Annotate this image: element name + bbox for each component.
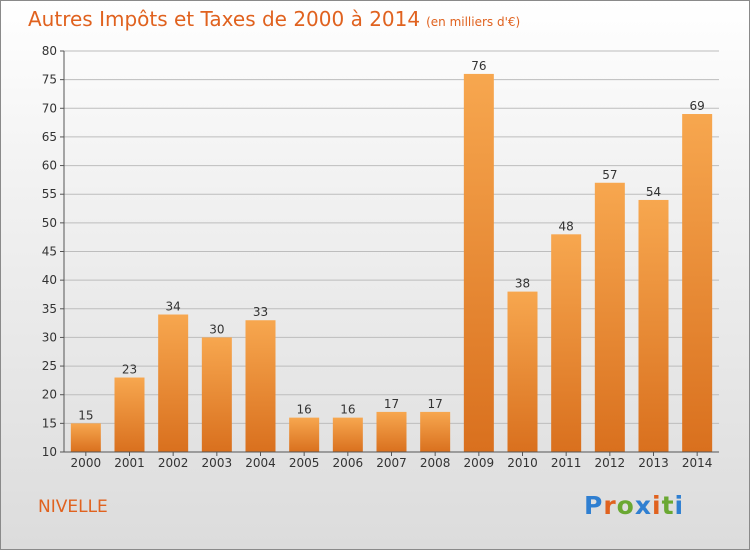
bar-2004 [245, 320, 276, 452]
bar-2014 [682, 114, 713, 452]
y-tick-label-75: 75 [42, 73, 57, 87]
bar-2003 [201, 337, 232, 452]
value-label-2003: 30 [209, 322, 224, 336]
title-text: Autres Impôts et Taxes de 2000 à 2014 [28, 7, 421, 31]
x-tick-label-2007: 2007 [376, 456, 407, 470]
value-label-2009: 76 [471, 59, 486, 73]
proxiti-logo[interactable]: Proxiti [584, 491, 684, 520]
y-tick-label-15: 15 [42, 416, 57, 430]
y-tick-label-80: 80 [42, 44, 57, 58]
bar-2010 [507, 291, 538, 452]
y-tick-label-70: 70 [42, 101, 57, 115]
bar-2011 [551, 234, 582, 452]
x-tick-label-2001: 2001 [114, 456, 145, 470]
axes [60, 50, 719, 456]
bar-2007 [376, 411, 407, 452]
value-label-2008: 17 [428, 397, 443, 411]
bar-2000 [70, 423, 101, 452]
x-tick-label-2012: 2012 [595, 456, 626, 470]
x-tick-label-2006: 2006 [333, 456, 364, 470]
x-tick-label-2005: 2005 [289, 456, 320, 470]
x-tick-label-2008: 2008 [420, 456, 451, 470]
x-tick-label-2004: 2004 [245, 456, 276, 470]
y-tick-label-50: 50 [42, 216, 57, 230]
logo-letter: o [616, 491, 635, 520]
bar-2005 [289, 417, 320, 452]
value-label-2004: 33 [253, 305, 268, 319]
x-tick-label-2014: 2014 [682, 456, 713, 470]
value-label-2013: 54 [646, 185, 661, 199]
logo-letter: i [674, 491, 685, 520]
commune-name: NIVELLE [38, 497, 108, 517]
bar-2012 [594, 182, 625, 452]
y-tick-label-40: 40 [42, 273, 57, 287]
logo-letter: P [584, 491, 604, 520]
title-unit: (en milliers d'€) [426, 15, 521, 29]
logo-letter: x [634, 491, 652, 520]
labels: 10 15 20 25 30 35 40 45 50 55 60 65 70 75 80 15 2000 23 20… [42, 44, 713, 470]
value-label-2005: 16 [297, 403, 312, 417]
bar-2001 [114, 377, 145, 452]
value-label-2011: 48 [559, 219, 574, 233]
value-label-2014: 69 [690, 99, 705, 113]
value-label-2010: 38 [515, 277, 530, 291]
y-tick-label-20: 20 [42, 388, 57, 402]
y-tick-label-60: 60 [42, 159, 57, 173]
bar-2009 [463, 73, 494, 453]
x-tick-label-2013: 2013 [638, 456, 669, 470]
value-label-2000: 15 [78, 408, 93, 422]
y-tick-label-35: 35 [42, 302, 57, 316]
chart-title: Autres Impôts et Taxes de 2000 à 2014 (en… [28, 7, 520, 31]
logo-letter: i [652, 491, 662, 520]
x-tick-label-2009: 2009 [464, 456, 495, 470]
value-label-2007: 17 [384, 397, 399, 411]
value-label-2001: 23 [122, 363, 137, 377]
y-tick-label-45: 45 [42, 245, 57, 259]
x-tick-label-2002: 2002 [158, 456, 189, 470]
bar-2002 [158, 314, 189, 452]
bar-2008 [420, 411, 451, 452]
y-tick-label-10: 10 [42, 445, 57, 459]
bar-2013 [638, 199, 669, 452]
x-tick-label-2000: 2000 [71, 456, 102, 470]
logo-letter: t [661, 491, 675, 520]
x-tick-label-2011: 2011 [551, 456, 582, 470]
bars [70, 73, 713, 453]
y-tick-label-65: 65 [42, 130, 57, 144]
value-label-2002: 34 [166, 300, 181, 314]
bar-2006 [332, 417, 363, 452]
x-tick-label-2003: 2003 [202, 456, 233, 470]
logo-letter: r [603, 491, 617, 520]
value-label-2006: 16 [340, 403, 355, 417]
x-tick-label-2010: 2010 [507, 456, 538, 470]
value-label-2012: 57 [602, 168, 617, 182]
y-tick-label-30: 30 [42, 330, 57, 344]
y-tick-label-55: 55 [42, 187, 57, 201]
y-tick-label-25: 25 [42, 359, 57, 373]
